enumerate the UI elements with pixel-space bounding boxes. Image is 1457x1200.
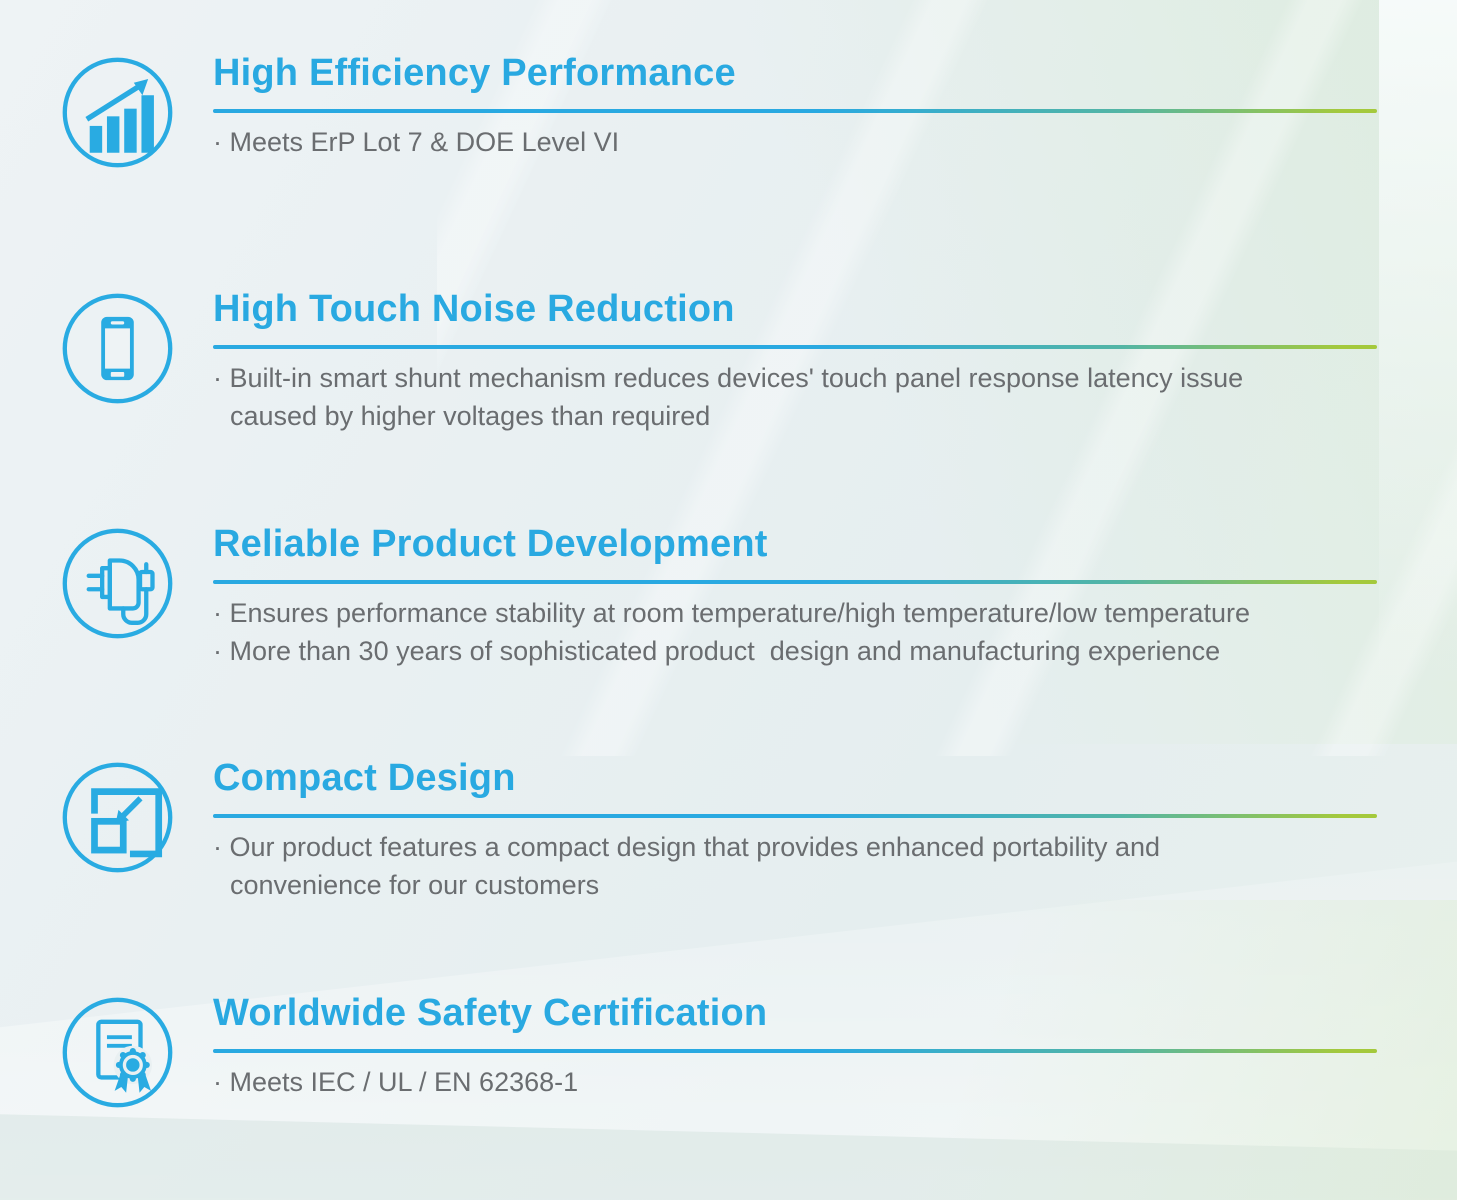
bullet-line: · Meets ErP Lot 7 & DOE Level VI [213,127,620,157]
bullet-line: · Our product features a compact design … [213,832,1161,862]
compact-resize-icon [60,760,175,875]
bullet-line: · Built-in smart shunt mechanism reduces… [213,363,1244,393]
feature-bullets: · Ensures performance stability at room … [213,594,1377,670]
feature-content: Worldwide Safety Certification · Meets I… [213,993,1377,1101]
bar-chart-growth-icon [60,55,175,170]
feature-title: Reliable Product Development [213,523,768,565]
feature-title: High Efficiency Performance [213,52,736,94]
feature-content: High Efficiency Performance · Meets ErP … [213,53,1377,161]
feature-compact-design: Compact Design · Our product features a … [0,758,1457,904]
feature-content: Reliable Product Development · Ensures p… [213,524,1377,670]
power-adapter-icon [60,526,175,641]
feature-title: High Touch Noise Reduction [213,288,735,330]
gradient-divider [213,580,1377,584]
feature-title: Worldwide Safety Certification [213,992,768,1034]
feature-safety-certification: Worldwide Safety Certification · Meets I… [0,993,1457,1108]
certificate-icon [60,995,175,1110]
bullet-line: · Ensures performance stability at room … [213,598,1250,628]
feature-touch-noise: High Touch Noise Reduction · Built-in sm… [0,289,1457,435]
bullet-line-continuation: caused by higher voltages than required [230,401,711,431]
gradient-divider [213,345,1377,349]
smartphone-icon [60,291,175,406]
feature-content: High Touch Noise Reduction · Built-in sm… [213,289,1377,435]
gradient-divider [213,1049,1377,1053]
feature-bullets: · Our product features a compact design … [213,828,1377,904]
feature-content: Compact Design · Our product features a … [213,758,1377,904]
bullet-line: · Meets IEC / UL / EN 62368-1 [213,1067,579,1097]
gradient-divider [213,814,1377,818]
bullet-line: · More than 30 years of sophisticated pr… [213,636,1221,666]
gradient-divider [213,109,1377,113]
feature-bullets: · Meets ErP Lot 7 & DOE Level VI [213,123,1377,161]
feature-title: Compact Design [213,757,516,799]
bullet-line-continuation: convenience for our customers [230,870,600,900]
feature-bullets: · Meets IEC / UL / EN 62368-1 [213,1063,1377,1101]
feature-reliable-development: Reliable Product Development · Ensures p… [0,524,1457,670]
feature-high-efficiency: High Efficiency Performance · Meets ErP … [0,53,1457,168]
feature-bullets: · Built-in smart shunt mechanism reduces… [213,359,1377,435]
